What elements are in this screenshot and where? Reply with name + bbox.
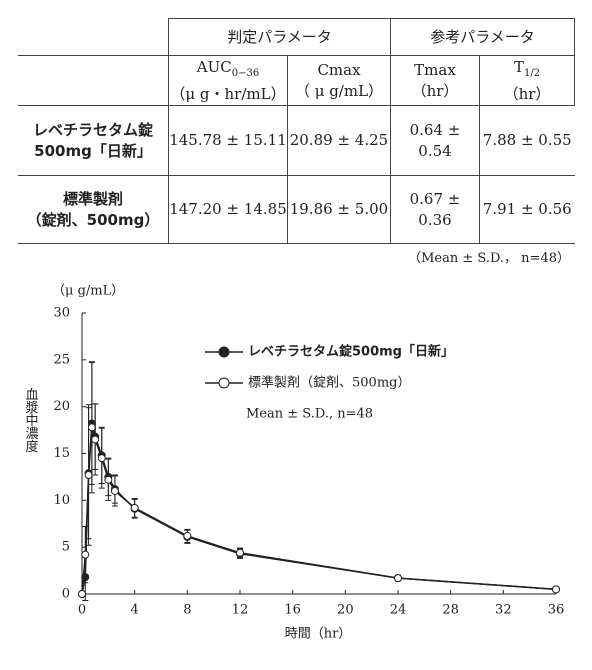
point bbox=[91, 435, 100, 444]
table-row: 標準製剤 （錠剤、500mg） 147.20 ± 14.85 19.86 ± 5.00… bbox=[18, 175, 575, 244]
annotation: Mean ± S.D., n=48 bbox=[246, 407, 373, 422]
legend-label: レベチラセタム錠500mg「日新」 bbox=[248, 344, 454, 360]
y-tick-label: 15 bbox=[53, 446, 70, 461]
y-tick-label: 30 bbox=[53, 306, 70, 321]
y-tick-label: 5 bbox=[62, 540, 70, 555]
x-tick-label: 24 bbox=[390, 603, 407, 618]
row-label: 標準製剤 （錠剤、500mg） bbox=[18, 175, 169, 244]
y-tick-label: 25 bbox=[53, 352, 70, 367]
point bbox=[394, 574, 402, 583]
cell: 147.20 ± 14.85 bbox=[168, 175, 288, 244]
y-unit: （μ g/mL） bbox=[52, 284, 124, 299]
y-tick-label: 0 bbox=[62, 587, 70, 602]
column-unit: （ μ g/mL） bbox=[294, 81, 384, 100]
series-line bbox=[81, 427, 557, 595]
legend-label: 標準製剤（錠剤、500mg） bbox=[248, 375, 410, 391]
corner bbox=[18, 18, 169, 56]
point bbox=[104, 475, 113, 484]
cell: 19.86 ± 5.00 bbox=[287, 175, 391, 244]
x-axis-label: 時間（hr） bbox=[285, 627, 352, 642]
pk-table: 判定パラメータ 参考パラメータ AUC0−36 （μ g・hr/mL） Cmax （ … bbox=[18, 18, 575, 244]
column-header: AUC0−36 （μ g・hr/mL） bbox=[168, 55, 288, 106]
point bbox=[552, 585, 560, 594]
y-axis-label: 血漿中濃度 bbox=[23, 388, 39, 453]
cell: 20.89 ± 4.25 bbox=[287, 105, 391, 176]
column-header: Tmax （hr） bbox=[390, 55, 480, 106]
column-name-text: Cmax bbox=[317, 60, 361, 79]
x-tick-label: 12 bbox=[232, 603, 249, 618]
cell: 0.64 ± 0.54 bbox=[390, 105, 480, 176]
cell: 0.67 ± 0.36 bbox=[390, 175, 480, 244]
point bbox=[110, 486, 119, 495]
cell: 145.78 ± 15.11 bbox=[168, 105, 288, 176]
column-name: T1/2 bbox=[480, 57, 574, 84]
point bbox=[183, 531, 192, 540]
x-tick-label: 4 bbox=[131, 603, 139, 618]
x-tick-label: 36 bbox=[548, 603, 565, 618]
x-tick-label: 0 bbox=[78, 603, 86, 618]
legend-marker bbox=[218, 377, 230, 389]
point bbox=[87, 423, 96, 432]
x-tick-label: 28 bbox=[442, 603, 459, 618]
column-header: Cmax （ μ g/mL） bbox=[287, 55, 391, 106]
column-sub: 0−36 bbox=[231, 67, 260, 79]
x-tick-label: 16 bbox=[284, 603, 301, 618]
point bbox=[97, 454, 106, 463]
x-tick-label: 8 bbox=[183, 603, 191, 618]
column-unit: （hr） bbox=[411, 81, 459, 100]
point bbox=[130, 503, 139, 512]
row-label-line: 500mg「日新」 bbox=[34, 141, 152, 160]
column-name: AUC0−36 bbox=[169, 57, 287, 84]
column-header: T1/2 （hr） bbox=[479, 55, 575, 106]
column-sub: 1/2 bbox=[523, 67, 541, 79]
cell: 7.88 ± 0.55 bbox=[479, 105, 575, 176]
column-name: Tmax bbox=[391, 60, 479, 81]
point bbox=[84, 471, 93, 480]
x-tick-label: 32 bbox=[495, 603, 512, 618]
column-unit: （hr） bbox=[503, 84, 551, 103]
column-name-text: T bbox=[513, 57, 524, 76]
y-tick-label: 20 bbox=[53, 399, 70, 414]
cell: 7.91 ± 0.56 bbox=[479, 175, 575, 244]
series-line bbox=[81, 423, 557, 595]
point bbox=[236, 548, 244, 557]
group-header: 参考パラメータ bbox=[390, 18, 575, 56]
column-name-text: AUC bbox=[196, 57, 232, 76]
point bbox=[81, 550, 90, 559]
table-note: （Mean ± S.D.， n=48） bbox=[408, 251, 570, 266]
row-label-line: 標準製剤 bbox=[62, 189, 123, 208]
row-label-line: レベチラセタム錠 bbox=[32, 120, 153, 139]
x-tick-label: 20 bbox=[337, 603, 354, 618]
row-label-line: （錠剤、500mg） bbox=[26, 210, 160, 229]
column-unit: （μ g・hr/mL） bbox=[170, 84, 286, 103]
legend-marker bbox=[218, 346, 230, 358]
y-tick-label: 10 bbox=[53, 493, 70, 508]
column-name-text: Tmax bbox=[414, 60, 456, 79]
point bbox=[78, 590, 86, 598]
column-name: Cmax bbox=[288, 60, 390, 81]
